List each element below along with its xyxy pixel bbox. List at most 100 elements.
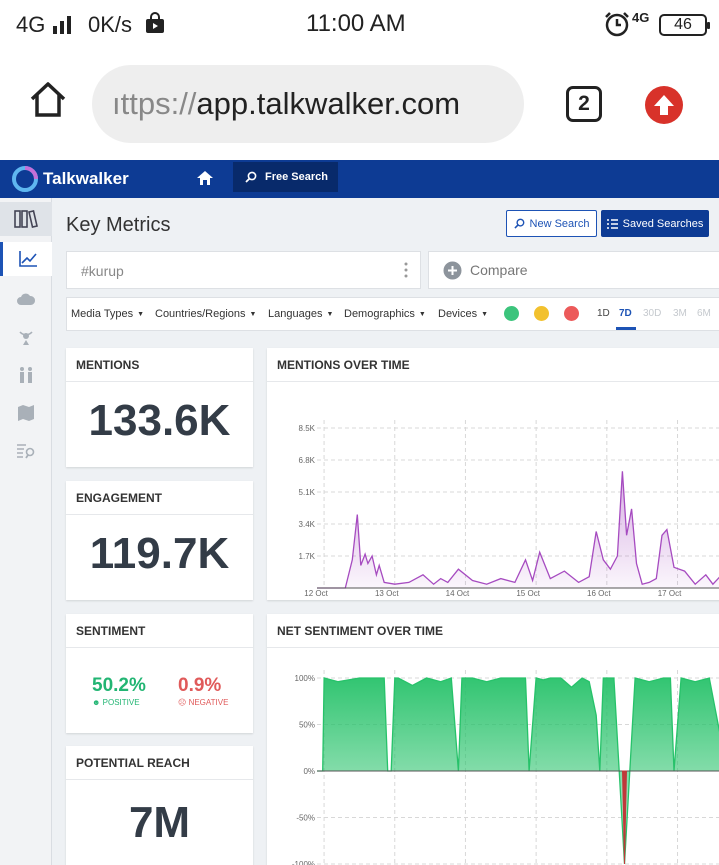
network-type: 4G bbox=[16, 12, 46, 37]
sidebar-item-influencers[interactable] bbox=[0, 320, 52, 354]
address-bar[interactable]: ıttps://app.talkwalker.com bbox=[92, 65, 524, 143]
range-30d[interactable]: 30D bbox=[643, 308, 662, 319]
x-tick-label: 12 Oct bbox=[304, 589, 328, 598]
series-area bbox=[317, 471, 719, 588]
y-tick-label: 100% bbox=[295, 674, 315, 683]
positive-face-icon[interactable] bbox=[504, 306, 519, 321]
positive-label: ☻ POSITIVE bbox=[92, 698, 140, 707]
y-tick-label: 6.8K bbox=[299, 456, 316, 465]
library-icon bbox=[14, 210, 38, 228]
url-host: app.talkwalker.com bbox=[196, 86, 461, 121]
free-search-tab[interactable]: Free Search bbox=[233, 162, 338, 192]
home-icon[interactable] bbox=[28, 80, 68, 120]
y-tick-label: 5.1K bbox=[299, 488, 316, 497]
mentions-value: 133.6K bbox=[88, 396, 231, 445]
mentions-card: MENTIONS 133.6K bbox=[66, 348, 253, 467]
filter-demographics[interactable]: Demographics ▼ bbox=[344, 308, 426, 320]
new-search-label: New Search bbox=[529, 217, 590, 230]
influencer-icon bbox=[19, 331, 33, 345]
filter-countries[interactable]: Countries/Regions ▼ bbox=[155, 308, 257, 320]
compare-label: Compare bbox=[470, 262, 528, 278]
mentions-chart-title: MENTIONS OVER TIME bbox=[267, 348, 719, 382]
map-icon bbox=[18, 405, 34, 421]
search-list-icon bbox=[17, 444, 35, 459]
sentiment-card: SENTIMENT 50.2% ☻ POSITIVE 0.9% ☹ NEGATI… bbox=[66, 614, 253, 733]
negative-value: 0.9% bbox=[178, 675, 222, 696]
sidebar-item-demographics[interactable] bbox=[0, 358, 52, 392]
y-tick-label: 0% bbox=[303, 767, 315, 776]
arrow-up-icon bbox=[654, 95, 674, 115]
plus-circle-icon bbox=[443, 261, 462, 279]
people-icon bbox=[20, 367, 32, 383]
engagement-value: 119.7K bbox=[89, 529, 230, 578]
y-tick-label: -50% bbox=[296, 814, 315, 823]
range-3m[interactable]: 3M bbox=[673, 308, 687, 319]
series-line bbox=[317, 677, 719, 865]
shopping-bag-icon bbox=[146, 12, 164, 33]
list-icon bbox=[606, 218, 618, 229]
filter-media-types[interactable]: Media Types ▼ bbox=[71, 308, 145, 320]
alarm-icon bbox=[605, 12, 629, 37]
sidebar-item-library[interactable] bbox=[0, 202, 52, 236]
y-tick-label: -100% bbox=[292, 860, 315, 865]
filter-label: Devices bbox=[438, 308, 478, 320]
clock-time: 11:00 AM bbox=[306, 10, 406, 37]
range-selected-indicator bbox=[616, 327, 636, 330]
battery-indicator: 46 bbox=[659, 14, 710, 36]
x-tick-label: 14 Oct bbox=[446, 589, 470, 598]
filter-devices[interactable]: Devices ▼ bbox=[438, 308, 489, 320]
home-nav-icon[interactable] bbox=[196, 169, 214, 187]
range-7d[interactable]: 7D bbox=[619, 308, 632, 319]
negative-face-icon[interactable] bbox=[564, 306, 579, 321]
search-icon bbox=[245, 171, 257, 183]
x-tick-label: 16 Oct bbox=[587, 589, 611, 598]
range-1d[interactable]: 1D bbox=[597, 308, 610, 319]
saved-searches-button[interactable]: Saved Searches bbox=[601, 210, 709, 237]
browser-toolbar: ıttps://app.talkwalker.com 2 bbox=[0, 50, 719, 160]
filter-label: Media Types bbox=[71, 308, 134, 320]
query-text: #kurup bbox=[81, 263, 124, 279]
brand[interactable]: Talkwalker bbox=[12, 165, 129, 193]
mentions-chart-card: MENTIONS OVER TIME 8.5K 6.8K 5.1K 3.4K 1.7K 1… bbox=[267, 348, 719, 600]
sentiment-chart-card: NET SENTIMENT OVER TIME 100% 50% 0% -50% -10… bbox=[267, 614, 719, 865]
neutral-face-icon[interactable] bbox=[534, 306, 549, 321]
tabs-button[interactable]: 2 bbox=[566, 86, 602, 122]
free-search-label: Free Search bbox=[265, 171, 328, 183]
range-6m[interactable]: 6M bbox=[697, 308, 711, 319]
saved-searches-label: Saved Searches bbox=[622, 217, 704, 230]
new-search-button[interactable]: New Search bbox=[506, 210, 597, 237]
filter-label: Languages bbox=[268, 308, 323, 320]
top-navigation: Talkwalker Free Search bbox=[0, 160, 719, 198]
reach-label: POTENTIAL REACH bbox=[66, 746, 253, 780]
search-icon bbox=[513, 218, 524, 229]
status-bar: 4G 0K/s 11:00 AM 4G 46 bbox=[0, 0, 719, 50]
talkwalker-logo-icon bbox=[12, 166, 38, 192]
sidebar-item-results[interactable] bbox=[0, 434, 52, 468]
more-vertical-icon[interactable] bbox=[404, 262, 408, 278]
engagement-label: ENGAGEMENT bbox=[66, 481, 253, 515]
negative-spike bbox=[621, 770, 628, 865]
y-tick-label: 1.7K bbox=[299, 552, 316, 561]
sidebar-item-cloud[interactable] bbox=[0, 282, 52, 316]
query-input[interactable]: #kurup bbox=[66, 251, 421, 289]
filter-bar: Media Types ▼ Countries/Regions ▼ Language… bbox=[66, 297, 719, 331]
sidebar-item-analytics[interactable] bbox=[0, 242, 52, 276]
sidebar-item-map[interactable] bbox=[0, 396, 52, 430]
y-tick-label: 3.4K bbox=[299, 520, 316, 529]
x-tick-label: 13 Oct bbox=[375, 589, 399, 598]
network-type-secondary: 4G bbox=[632, 10, 650, 25]
url-text[interactable]: ıttps://app.talkwalker.com bbox=[112, 86, 460, 122]
filter-languages[interactable]: Languages ▼ bbox=[268, 308, 334, 320]
upload-button[interactable] bbox=[645, 86, 683, 124]
x-tick-label: 15 Oct bbox=[516, 589, 540, 598]
reach-card: POTENTIAL REACH 7M bbox=[66, 746, 253, 865]
positive-value: 50.2% bbox=[92, 675, 146, 696]
compare-button[interactable]: Compare bbox=[428, 251, 719, 289]
sidebar bbox=[0, 198, 52, 865]
cloud-icon bbox=[17, 293, 36, 305]
brand-name: Talkwalker bbox=[43, 169, 129, 188]
mentions-chart: 8.5K 6.8K 5.1K 3.4K 1.7K 12 Oct 13 Oct 14 Oct 15… bbox=[299, 420, 719, 598]
x-tick-label: 17 Oct bbox=[658, 589, 682, 598]
filter-label: Countries/Regions bbox=[155, 308, 246, 320]
